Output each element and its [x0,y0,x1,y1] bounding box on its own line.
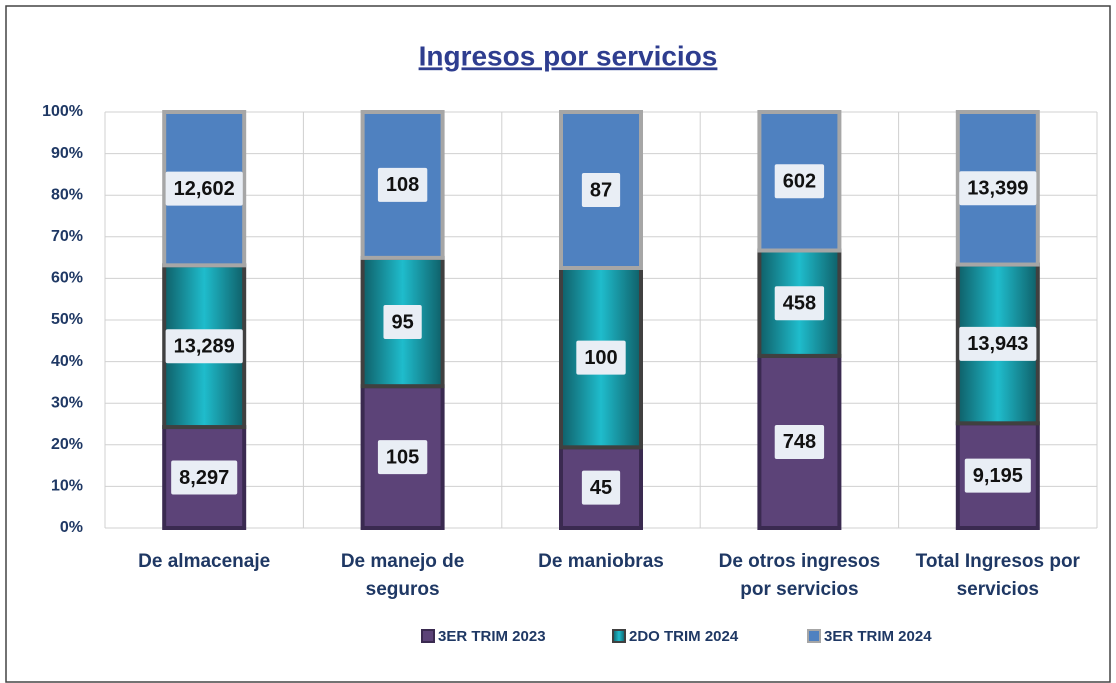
data-label: 458 [783,292,816,314]
data-label-box [959,326,1037,361]
chart-frame [5,5,1111,683]
data-label: 748 [783,431,816,453]
data-label: 12,602 [174,178,235,200]
y-tick-label: 80% [51,186,83,203]
data-label-box [581,470,621,505]
data-label-box [165,171,243,206]
chart-title: Ingresos por servicios [419,40,718,71]
y-tick-label: 70% [51,228,83,245]
data-label: 87 [590,179,612,201]
data-label: 45 [590,477,612,499]
y-tick-label: 90% [51,145,83,162]
data-label-box [774,286,825,321]
y-tick-label: 30% [51,394,83,411]
data-label: 602 [783,171,816,193]
data-label: 100 [584,347,617,369]
y-tick-label: 40% [51,353,83,370]
x-tick-label: De almacenaje [138,551,271,572]
bar-segment [559,110,643,270]
data-label-box [774,164,825,199]
data-label-box [959,171,1037,206]
legend-label: 3ER TRIM 2024 [824,628,932,645]
data-label: 95 [391,311,413,333]
data-label: 108 [386,174,419,196]
data-label: 9,195 [973,465,1023,487]
x-tick-label: De otros ingresos por servicios [718,551,881,600]
y-tick-label: 50% [51,311,83,328]
data-label-box [383,305,422,340]
data-label: 13,289 [174,335,235,357]
x-tick-label: De manejo de seguros [340,551,465,600]
data-label: 8,297 [179,467,229,489]
data-label-box [171,460,238,495]
y-tick-label: 60% [51,270,83,287]
data-label: 13,943 [967,333,1028,355]
x-tick-label: De maniobras [538,551,664,572]
data-label-box [576,340,626,375]
data-label-box [581,173,621,207]
bar-segment [360,255,445,389]
y-tick-label: 100% [42,103,83,120]
data-label-box [377,440,428,475]
legend-label: 3ER TRIM 2023 [438,628,546,645]
legend-swatch [807,629,821,643]
legend-label: 2DO TRIM 2024 [629,628,739,645]
data-label-box [165,329,243,364]
y-tick-label: 0% [60,519,83,536]
data-label: 13,399 [967,178,1028,200]
legend-swatch [421,629,435,643]
data-label-box [964,458,1031,493]
y-tick-label: 20% [51,436,83,453]
data-label-box [774,424,825,459]
data-label: 105 [386,446,419,468]
y-tick-label: 10% [51,478,83,495]
data-label-box [377,167,428,202]
x-tick-label: Total Ingresos por servicios [915,551,1080,600]
legend-swatch [612,629,626,643]
